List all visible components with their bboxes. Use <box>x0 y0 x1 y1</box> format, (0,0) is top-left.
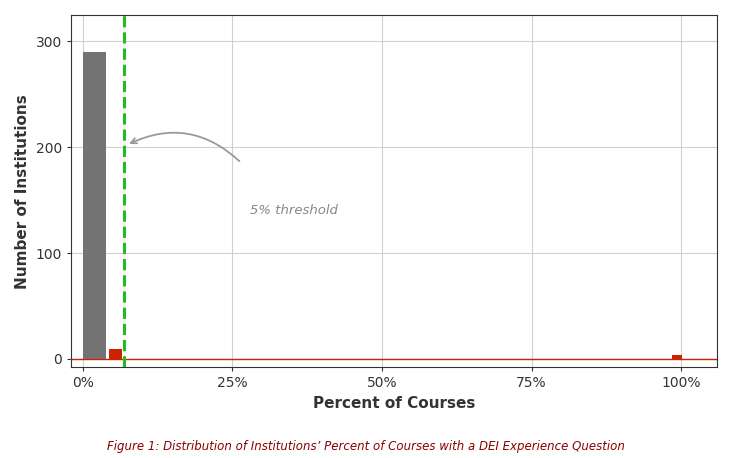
Text: Figure 1: Distribution of Institutions’ Percent of Courses with a DEI Experience: Figure 1: Distribution of Institutions’ … <box>107 441 625 453</box>
Bar <box>83 52 105 359</box>
X-axis label: Percent of Courses: Percent of Courses <box>313 396 475 411</box>
Bar <box>671 354 682 359</box>
Text: 5% threshold: 5% threshold <box>250 204 338 217</box>
Bar <box>109 349 122 359</box>
Y-axis label: Number of Institutions: Number of Institutions <box>15 94 30 289</box>
